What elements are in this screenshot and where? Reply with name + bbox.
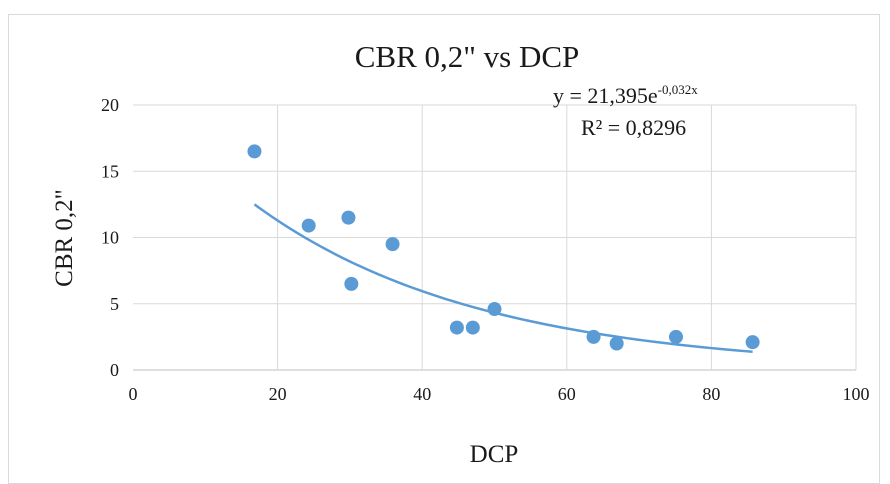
gridlines xyxy=(133,104,857,371)
x-tick-label: 20 xyxy=(269,384,287,404)
x-tick-label: 100 xyxy=(843,384,870,404)
x-tick-label: 80 xyxy=(702,384,720,404)
scatter-chart: 0 5 10 15 20 0 20 40 60 80 100 CBR 0,2" vs DCP DCP… xyxy=(51,39,870,468)
x-axis-title: DCP xyxy=(470,441,519,468)
data-point xyxy=(586,329,601,344)
trendline xyxy=(253,203,753,353)
x-tick-label: 60 xyxy=(558,384,576,404)
y-tick-label: 20 xyxy=(101,95,119,115)
tick-labels: 0 5 10 15 20 0 20 40 60 80 100 xyxy=(101,95,870,404)
data-point xyxy=(487,302,502,317)
data-point xyxy=(385,237,400,252)
data-points xyxy=(247,144,760,351)
data-point xyxy=(341,210,356,225)
data-point xyxy=(301,218,316,233)
trendline-equation-exponent: -0,032x xyxy=(658,82,699,97)
y-tick-label: 15 xyxy=(101,161,119,181)
data-point xyxy=(609,336,624,351)
data-point xyxy=(745,335,760,350)
trendline-equation-base: y = 21,395e xyxy=(553,83,658,108)
trendline-equation: y = 21,395e-0,032x xyxy=(553,82,698,108)
r-squared-label: R² = 0,8296 xyxy=(581,115,686,140)
data-point xyxy=(247,144,262,159)
chart-title: CBR 0,2" vs DCP xyxy=(355,39,580,74)
y-tick-label: 10 xyxy=(101,228,119,248)
data-point xyxy=(465,320,480,335)
chart-frame xyxy=(8,14,880,484)
y-tick-label: 5 xyxy=(110,294,119,314)
data-point xyxy=(668,329,683,344)
y-axis-title: CBR 0,2" xyxy=(51,189,78,287)
y-tick-label: 0 xyxy=(110,360,119,380)
x-tick-label: 0 xyxy=(129,384,138,404)
data-point xyxy=(449,320,464,335)
x-tick-label: 40 xyxy=(413,384,431,404)
data-point xyxy=(344,276,359,291)
